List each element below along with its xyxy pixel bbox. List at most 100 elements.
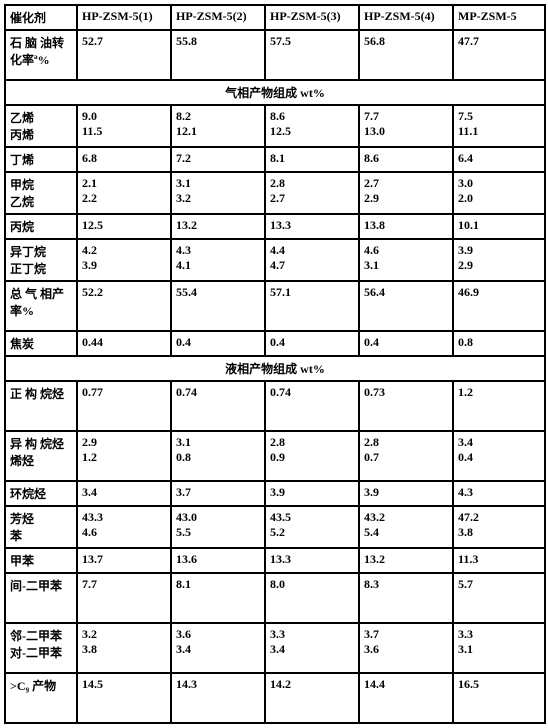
value-cell: 13.3 (265, 548, 359, 573)
value-cell: 13.8 (359, 214, 453, 239)
row-label: 总 气 相产率% (5, 281, 77, 331)
value: 2.8 (270, 176, 354, 191)
value: 43.2 (364, 510, 448, 525)
value-cell: 47.7 (453, 30, 545, 80)
value: 3.3 (458, 627, 540, 642)
value-cell: 0.4 (171, 331, 265, 356)
data-row: 甲苯13.713.613.313.211.3 (5, 548, 545, 573)
row-sublabel: 乙烯 (10, 109, 72, 126)
value: 3.1 (176, 435, 260, 450)
row-sublabel: 乙烷 (10, 193, 72, 210)
value: 7.7 (364, 109, 448, 124)
value: 3.4 (458, 435, 540, 450)
value: 2.7 (364, 176, 448, 191)
value: 3.2 (82, 627, 166, 642)
value-cell: 13.7 (77, 548, 171, 573)
value-cell: 43.55.2 (265, 506, 359, 548)
value-cell: 2.12.2 (77, 172, 171, 214)
value: 3.4 (270, 642, 354, 657)
column-header: HP-ZSM-5(1) (77, 5, 171, 30)
value: 7.5 (458, 109, 540, 124)
value-cell: 43.34.6 (77, 506, 171, 548)
value-cell: 3.10.8 (171, 431, 265, 481)
value: 12.5 (270, 124, 354, 139)
row-sublabel: 苯 (10, 527, 72, 544)
value: 3.9 (458, 243, 540, 258)
value-cell: 0.74 (265, 381, 359, 431)
value: 43.5 (270, 510, 354, 525)
value-cell: 56.8 (359, 30, 453, 80)
row-label: 丙烷 (5, 214, 77, 239)
value-cell: 6.4 (453, 147, 545, 172)
value-cell: 57.5 (265, 30, 359, 80)
value-cell: 4.3 (453, 481, 545, 506)
value-cell: 3.4 (77, 481, 171, 506)
value-cell: 3.9 (359, 481, 453, 506)
value: 2.0 (458, 191, 540, 206)
value: 0.8 (176, 450, 260, 465)
data-row: 甲烷乙烷2.12.23.13.22.82.72.72.93.02.0 (5, 172, 545, 214)
catalyst-table: 催化剂HP-ZSM-5(1)HP-ZSM-5(2)HP-ZSM-5(3)HP-Z… (4, 4, 546, 724)
value-cell: 52.7 (77, 30, 171, 80)
value-cell: 2.80.9 (265, 431, 359, 481)
value-cell: 0.4 (265, 331, 359, 356)
value: 3.9 (82, 258, 166, 273)
value: 8.6 (270, 109, 354, 124)
column-header: HP-ZSM-5(3) (265, 5, 359, 30)
value: 5.2 (270, 525, 354, 540)
value-cell: 14.4 (359, 673, 453, 723)
conversion-row: 石 脑 油转化率ª%52.755.857.556.847.7 (5, 30, 545, 80)
value-cell: 5.7 (453, 573, 545, 623)
value: 2.7 (270, 191, 354, 206)
value-cell: 0.8 (453, 331, 545, 356)
data-row: 邻-二甲苯对-二甲苯3.23.83.63.43.33.43.73.63.33.1 (5, 623, 545, 673)
value: 3.6 (176, 627, 260, 642)
value-cell: 0.44 (77, 331, 171, 356)
value: 4.4 (270, 243, 354, 258)
value: 8.2 (176, 109, 260, 124)
value-cell: 11.3 (453, 548, 545, 573)
row-sublabel: 对-二甲苯 (10, 644, 72, 661)
row-label: 焦炭 (5, 331, 77, 356)
row-sublabel: 甲烷 (10, 176, 72, 193)
data-row: 异 构 烷烃烯烃2.91.23.10.82.80.92.80.73.40.4 (5, 431, 545, 481)
value-cell: 0.74 (171, 381, 265, 431)
value: 4.3 (176, 243, 260, 258)
value-cell: 8.0 (265, 573, 359, 623)
value-cell: 0.73 (359, 381, 453, 431)
value: 11.5 (82, 124, 166, 139)
value: 3.6 (364, 642, 448, 657)
data-row: 正 构 烷烃0.770.740.740.731.2 (5, 381, 545, 431)
data-row: 丁烯6.87.28.18.66.4 (5, 147, 545, 172)
value: 3.1 (176, 176, 260, 191)
value-cell: 3.9 (265, 481, 359, 506)
row-sublabel: 异 构 烷烃 (10, 435, 72, 452)
value-cell: 9.011.5 (77, 105, 171, 147)
value: 3.8 (82, 642, 166, 657)
data-row: 间-二甲苯7.78.18.08.35.7 (5, 573, 545, 623)
value-cell: 3.40.4 (453, 431, 545, 481)
value-cell: 12.5 (77, 214, 171, 239)
section-header-gas: 气相产物组成 wt% (5, 80, 545, 105)
row-label: 甲烷乙烷 (5, 172, 77, 214)
value-cell: 8.1 (171, 573, 265, 623)
value-cell: 6.8 (77, 147, 171, 172)
value: 2.1 (82, 176, 166, 191)
value: 2.2 (82, 191, 166, 206)
row-label: 正 构 烷烃 (5, 381, 77, 431)
value-cell: 55.4 (171, 281, 265, 331)
value-cell: 4.23.9 (77, 239, 171, 281)
value-cell: 1.2 (453, 381, 545, 431)
row-sublabel: 丙烯 (10, 126, 72, 143)
value: 4.1 (176, 258, 260, 273)
row-label: 环烷烃 (5, 481, 77, 506)
value: 0.7 (364, 450, 448, 465)
row-sublabel: 正丁烷 (10, 260, 72, 277)
value: 43.0 (176, 510, 260, 525)
value-cell: 3.92.9 (453, 239, 545, 281)
value-cell: 2.80.7 (359, 431, 453, 481)
value: 5.5 (176, 525, 260, 540)
value: 3.1 (364, 258, 448, 273)
data-row: 环烷烃3.43.73.93.94.3 (5, 481, 545, 506)
value: 4.6 (82, 525, 166, 540)
